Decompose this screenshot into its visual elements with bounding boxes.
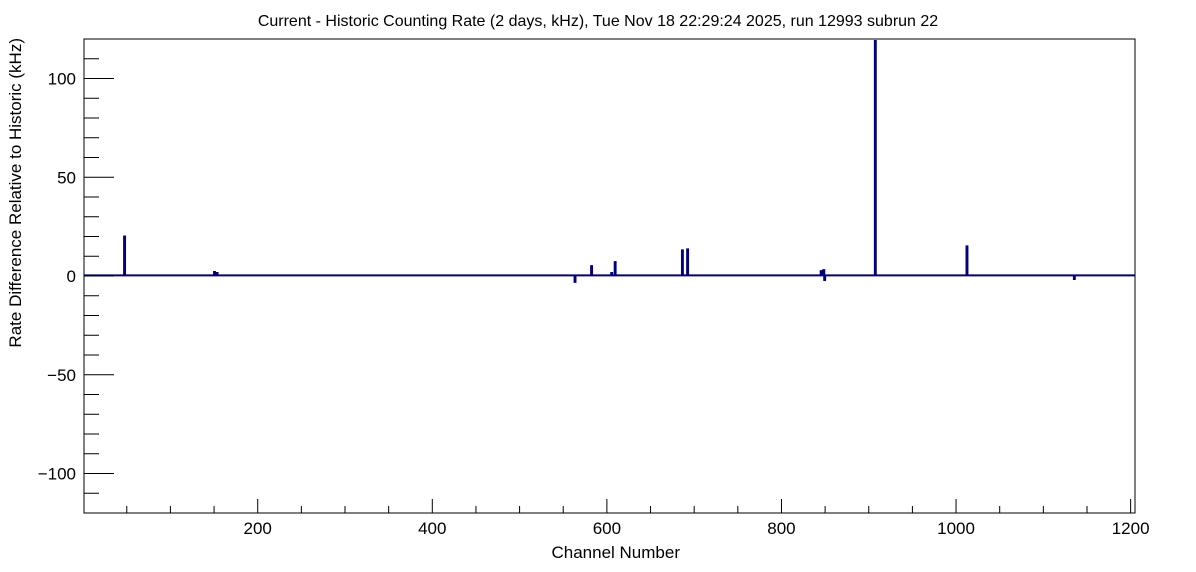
x-tick-label: 800 [767,519,795,538]
x-tick-label: 200 [244,519,272,538]
y-tick-label: −100 [38,465,76,484]
x-tick-label: 1000 [937,519,975,538]
y-tick-label: 0 [67,267,76,286]
chart-title: Current - Historic Counting Rate (2 days… [258,13,938,30]
x-axis-label: Channel Number [551,543,680,562]
y-tick-label: 50 [57,168,76,187]
y-axis-label: Rate Difference Relative to Historic (kH… [6,38,25,348]
axes-layer: −100 −50 0 50 100 200 400 600 800 1000 1200 [38,58,1150,538]
x-tick-label: 400 [418,519,446,538]
data-layer [84,39,1135,283]
x-tick-label: 600 [593,519,621,538]
y-tick-label: −50 [47,366,76,385]
x-tick-label: 1200 [1112,519,1150,538]
y-tick-label: 100 [48,70,76,89]
plot-frame [83,38,1136,514]
